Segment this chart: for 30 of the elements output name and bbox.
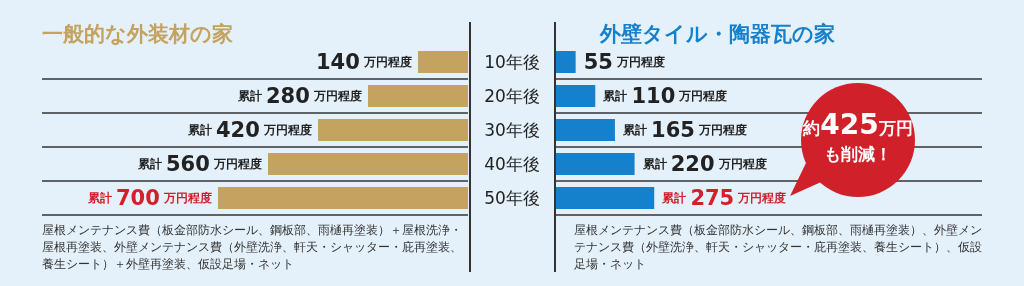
y-tick-label: 10年後 bbox=[484, 52, 540, 72]
y-tick-label: 50年後 bbox=[484, 188, 540, 208]
data-label: 55 万円程度 bbox=[583, 50, 666, 74]
bar bbox=[318, 119, 468, 141]
chart-title: 一般的な外装材の家 bbox=[42, 21, 234, 48]
data-label: 累計 165 万円程度 bbox=[621, 118, 748, 142]
bar bbox=[556, 119, 615, 141]
bar bbox=[556, 85, 596, 107]
text: 屋根メンテナンス費（板金部防水シール、鋼板部、雨樋再塗装）＋屋根洗浄・屋根再塗装、外壁メンテナンス費（外壁洗浄、軒天・シャッター・庇再塗装、養生シート）＋外壁再塗装、仮設足場・ネット bbox=[42, 222, 462, 273]
data-label: 累計 700 万円程度 bbox=[86, 186, 212, 210]
text: 約425万円も削減！ bbox=[803, 108, 913, 164]
bar bbox=[418, 51, 468, 73]
text: 屋根メンテナンス費（板金部防水シール、鋼板部、雨樋再塗装）、外壁メンテナンス費（外壁洗浄、軒天・シャッター・庇再塗装、養生シート）、仮設足場・ネット bbox=[574, 222, 983, 273]
bar bbox=[556, 51, 576, 73]
data-label: 累計 220 万円程度 bbox=[641, 152, 767, 176]
data-label: 累計 280 万円程度 bbox=[236, 84, 362, 108]
y-tick-label: 30年後 bbox=[484, 120, 540, 140]
bar bbox=[556, 187, 655, 209]
y-tick-label: 20年後 bbox=[484, 86, 540, 106]
bar bbox=[556, 153, 635, 175]
bar bbox=[368, 85, 468, 107]
data-label: 140 万円程度 bbox=[315, 50, 412, 74]
bar bbox=[268, 153, 468, 175]
bar bbox=[218, 187, 468, 209]
data-label: 累計 110 万円程度 bbox=[602, 84, 728, 108]
text: 外壁タイル・陶器瓦の家 bbox=[600, 21, 836, 48]
data-label: 累計 275 万円程度 bbox=[661, 186, 787, 210]
y-tick-label: 40年後 bbox=[484, 154, 540, 174]
data-label: 累計 420 万円程度 bbox=[186, 118, 312, 142]
data-label: 累計 560 万円程度 bbox=[136, 152, 262, 176]
